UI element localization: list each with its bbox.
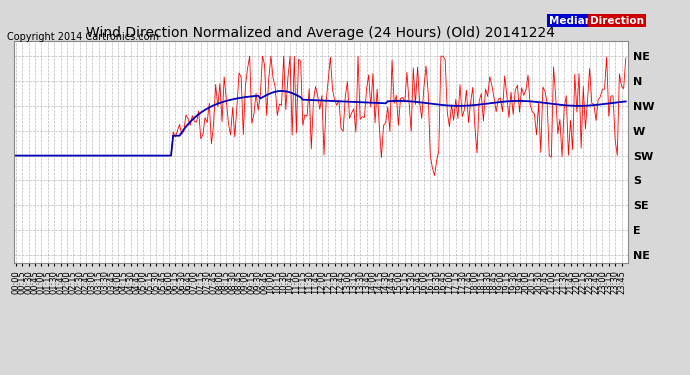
Text: Median: Median [549, 16, 592, 26]
Text: Copyright 2014 Cartronics.com: Copyright 2014 Cartronics.com [7, 32, 159, 42]
Text: Direction: Direction [590, 16, 644, 26]
Title: Wind Direction Normalized and Average (24 Hours) (Old) 20141224: Wind Direction Normalized and Average (2… [86, 26, 555, 40]
